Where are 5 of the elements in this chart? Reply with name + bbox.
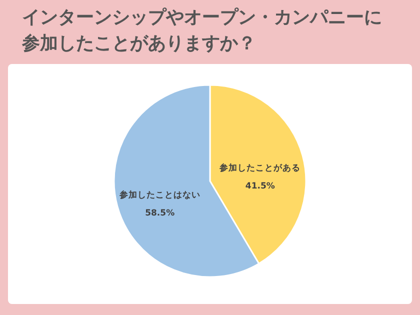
slice-label: 参加したことはない — [118, 190, 200, 201]
data-label: 58.5% — [145, 208, 176, 219]
chart-title: インターンシップやオープン・カンパニーに参加したことがありますか？ — [21, 7, 382, 54]
slice-label: 参加したことがある — [218, 162, 301, 174]
data-label: 41.5% — [245, 181, 276, 192]
